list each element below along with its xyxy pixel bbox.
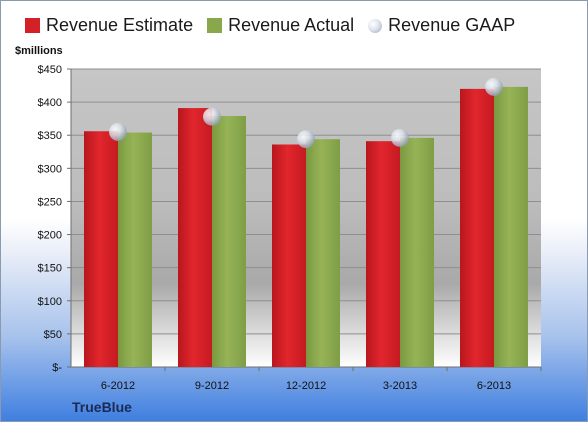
x-tick-label: 12-2012 <box>286 380 326 392</box>
bar-revenue-actual <box>212 116 246 367</box>
y-tick-label: $350 <box>38 130 62 142</box>
y-tick-label: $450 <box>38 64 62 76</box>
y-tick-label: $- <box>52 362 62 374</box>
bar-revenue-actual <box>494 86 528 367</box>
marker-revenue-gaap <box>297 130 315 149</box>
bar-revenue-estimate <box>272 144 306 367</box>
x-tick-label: 9-2012 <box>195 380 229 392</box>
legend-swatch-estimate <box>25 18 40 33</box>
legend-label-gaap: Revenue GAAP <box>388 15 516 35</box>
legend-label-actual: Revenue Actual <box>228 15 355 35</box>
marker-revenue-gaap <box>203 107 221 126</box>
legend-item-gaap: Revenue GAAP <box>368 15 515 36</box>
y-tick-label: $400 <box>38 97 62 109</box>
y-unit-label: $millions <box>15 45 63 57</box>
legend-item-estimate: Revenue Estimate <box>25 15 193 36</box>
x-tick-label: 3-2013 <box>383 380 417 392</box>
y-tick-label: $50 <box>44 329 62 341</box>
y-tick-label: $150 <box>38 263 62 275</box>
y-tick-label: $250 <box>38 196 62 208</box>
y-tick-label: $200 <box>38 230 62 242</box>
legend: Revenue Estimate Revenue Actual Revenue … <box>25 15 529 36</box>
marker-revenue-gaap <box>109 122 127 141</box>
bar-revenue-actual <box>400 137 434 367</box>
legend-swatch-actual <box>207 18 223 33</box>
y-tick-label: $300 <box>38 163 62 175</box>
bar-revenue-estimate <box>460 88 494 367</box>
bar-revenue-estimate <box>84 131 118 367</box>
bar-revenue-actual <box>306 139 340 367</box>
x-tick-label: 6-2012 <box>101 380 135 392</box>
x-tick-label: 6-2013 <box>477 380 511 392</box>
legend-marker-gaap <box>368 18 383 33</box>
marker-revenue-gaap <box>485 77 503 96</box>
bar-revenue-estimate <box>366 141 400 367</box>
legend-label-estimate: Revenue Estimate <box>46 15 194 35</box>
bar-revenue-estimate <box>178 108 212 368</box>
company-name: TrueBlue <box>72 399 132 415</box>
marker-revenue-gaap <box>391 128 409 147</box>
legend-item-actual: Revenue Actual <box>207 15 354 36</box>
bar-revenue-actual <box>118 132 152 367</box>
y-tick-label: $100 <box>38 296 62 308</box>
